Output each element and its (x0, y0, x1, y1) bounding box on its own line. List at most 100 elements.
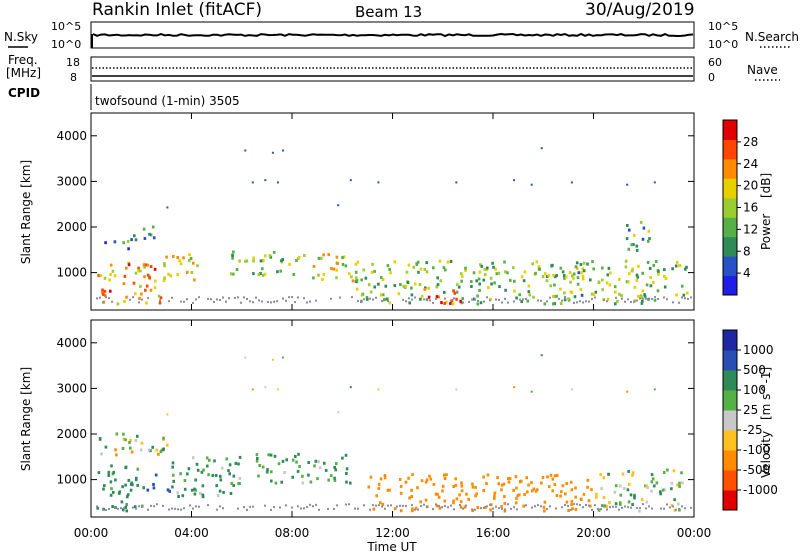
velocity-cell (614, 484, 618, 488)
power-ground-cell (405, 300, 407, 303)
velocity-ground-cell (507, 503, 509, 506)
velocity-ground-cell (453, 508, 455, 511)
velocity-ground-cell (420, 505, 422, 508)
power-ground-cell (381, 300, 383, 303)
power-cell (435, 295, 439, 299)
velocity-ground-cell (174, 507, 176, 510)
velocity-cell (452, 485, 455, 488)
power-cell (503, 260, 506, 264)
velocity-cell (225, 457, 229, 461)
power-cell (641, 237, 645, 241)
power-cell (133, 234, 136, 238)
velocity-cell (399, 491, 403, 495)
velocity-ground-cell (576, 503, 578, 506)
power-cell (569, 280, 572, 284)
velocity-cell (546, 475, 549, 479)
velocity-scatter-point (281, 356, 284, 359)
velocity-cell (645, 484, 648, 488)
velocity-ground-cell (513, 506, 515, 509)
power-cell (485, 268, 489, 272)
power-cell (627, 247, 631, 251)
velocity-cell (633, 494, 636, 498)
velocity-ground-cell (399, 504, 401, 507)
velocity-cell (661, 488, 665, 492)
power-ground-cell (525, 298, 527, 301)
power-cell (439, 279, 443, 283)
velocity-cell (327, 478, 330, 482)
velocity-cell (151, 445, 154, 449)
velocity-ground-cell (312, 505, 314, 508)
power-cell (534, 271, 537, 275)
velocity-cell (97, 471, 101, 475)
y-tick-label: 1000 (56, 473, 87, 487)
velocity-cell (475, 492, 478, 496)
velocity-cell (595, 492, 598, 496)
x-tick-label: 04:00 (174, 526, 209, 540)
power-ground-cell (288, 296, 290, 299)
power-cell (636, 275, 640, 279)
velocity-ground-cell (291, 506, 293, 509)
velocity-ground-cell (561, 506, 563, 509)
velocity-cell (134, 478, 138, 482)
power-ground-cell (549, 296, 551, 299)
power-ground-cell (582, 301, 584, 304)
power-cell (451, 302, 455, 306)
velocity-cell (294, 455, 297, 458)
velocity-ground-cell (516, 508, 518, 511)
velocity-cell (650, 473, 654, 477)
power-ground-cell (489, 299, 491, 302)
colorbar-swatch (723, 390, 737, 411)
velocity-cell (570, 503, 573, 507)
power-cell (532, 295, 535, 299)
velocity-ground-cell (486, 505, 488, 508)
velocity-ground-cell (663, 507, 665, 510)
power-cell (549, 284, 552, 288)
velocity-cell (586, 478, 590, 482)
power-ground-cell (282, 297, 284, 300)
velocity-cell (379, 477, 383, 481)
velocity-cell (375, 494, 378, 498)
power-cell (169, 274, 172, 278)
velocity-cell (482, 475, 485, 479)
velocity-cell (162, 436, 165, 440)
velocity-cell (152, 486, 156, 490)
power-cell (633, 285, 637, 289)
velocity-ground-cell (141, 505, 143, 508)
power-cell (520, 300, 523, 304)
velocity-cell (215, 484, 218, 488)
velocity-cell (104, 445, 108, 449)
velocity-ground-cell (510, 507, 512, 510)
power-cell (491, 261, 494, 265)
power-ylabel: Slant Range [km] (19, 160, 33, 264)
velocity-ground-cell (195, 505, 197, 508)
power-cell (579, 263, 583, 266)
velocity-cell (121, 485, 124, 489)
velocity-ground-cell (438, 504, 440, 507)
velocity-cell (474, 494, 477, 498)
velocity-cell (103, 484, 106, 488)
velocity-cell (199, 492, 202, 496)
velocity-cell (565, 500, 569, 504)
velocity-ground-cell (627, 506, 629, 509)
velocity-cell (196, 468, 200, 472)
power-cell (354, 262, 358, 266)
power-ground-cell (450, 299, 452, 302)
velocity-cell (207, 473, 210, 477)
x-tick-label: 12:00 (375, 526, 410, 540)
velocity-cell (541, 476, 545, 479)
velocity-cell (381, 502, 385, 506)
velocity-ground-cell (459, 504, 461, 507)
power-cell (642, 226, 646, 230)
power-cell (371, 262, 374, 266)
velocity-scatter-point (626, 390, 629, 393)
velocity-cell (121, 447, 125, 450)
power-cell (113, 240, 117, 244)
power-cell (637, 264, 640, 268)
power-ground-cell (237, 296, 239, 299)
velocity-cell (619, 493, 623, 497)
power-ground-cell (270, 301, 272, 304)
velocity-cell (309, 480, 313, 484)
velocity-scatter-point (455, 388, 458, 391)
velocity-ground-cell (105, 508, 107, 511)
velocity-cell (496, 476, 499, 480)
